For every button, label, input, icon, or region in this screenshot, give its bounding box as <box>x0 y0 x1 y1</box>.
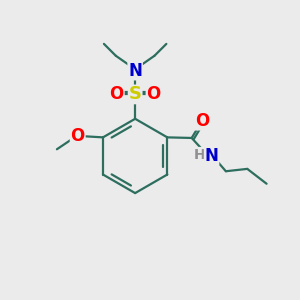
Text: O: O <box>146 85 161 103</box>
Text: S: S <box>129 85 142 103</box>
Text: H: H <box>194 148 206 162</box>
Text: O: O <box>195 112 209 130</box>
Text: O: O <box>70 127 85 145</box>
Text: N: N <box>205 147 218 165</box>
Text: N: N <box>128 61 142 80</box>
Text: O: O <box>110 85 124 103</box>
